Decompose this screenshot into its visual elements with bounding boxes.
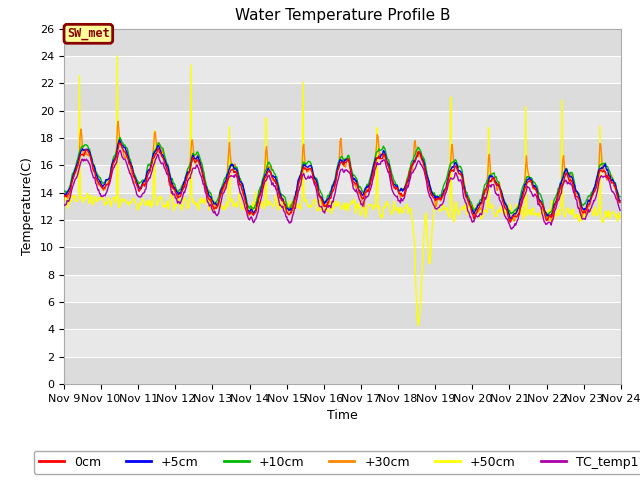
Bar bbox=[64, 29, 621, 56]
Y-axis label: Temperature(C): Temperature(C) bbox=[22, 157, 35, 255]
Bar bbox=[64, 84, 621, 111]
Bar bbox=[64, 247, 621, 275]
Bar bbox=[64, 329, 621, 357]
Bar bbox=[64, 111, 621, 138]
Bar bbox=[64, 56, 621, 84]
Bar bbox=[64, 220, 621, 247]
X-axis label: Time: Time bbox=[327, 409, 358, 422]
Bar bbox=[64, 138, 621, 166]
Legend: 0cm, +5cm, +10cm, +30cm, +50cm, TC_temp11: 0cm, +5cm, +10cm, +30cm, +50cm, TC_temp1… bbox=[34, 451, 640, 474]
Title: Water Temperature Profile B: Water Temperature Profile B bbox=[235, 9, 450, 24]
Bar bbox=[64, 166, 621, 193]
Bar bbox=[64, 357, 621, 384]
Bar bbox=[64, 302, 621, 329]
Bar bbox=[64, 193, 621, 220]
Bar bbox=[64, 275, 621, 302]
Text: SW_met: SW_met bbox=[67, 27, 109, 40]
